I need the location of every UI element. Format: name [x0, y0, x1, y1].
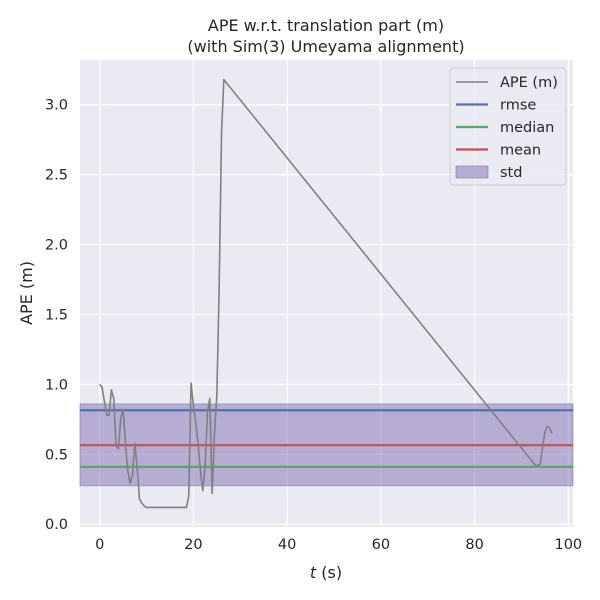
chart-title-line1: APE w.r.t. translation part (m) [208, 16, 444, 35]
y-tick-label: 3.0 [45, 98, 68, 114]
x-tick-label: 80 [465, 537, 483, 553]
x-tick-label: 0 [95, 537, 104, 553]
x-tick-labels: 0 20 40 60 80 100 [95, 537, 582, 553]
legend-frame [449, 67, 567, 186]
ape-line [99, 78, 553, 509]
legend-label: median [500, 120, 554, 136]
x-tick-label: 100 [554, 537, 582, 553]
legend-label: APE (m) [500, 75, 558, 91]
legend: APE (m) rmse median mean std [449, 67, 567, 186]
y-tick-label: 2.5 [45, 168, 68, 184]
legend-label: std [500, 165, 522, 181]
y-tick-labels: 0.0 0.5 1.0 1.5 2.0 2.5 3.0 [45, 98, 68, 533]
x-axis-label-italic: t [310, 563, 317, 582]
x-tick-label: 40 [278, 537, 296, 553]
y-axis-label: APE (m) [17, 261, 36, 325]
y-tick-label: 1.5 [45, 307, 68, 323]
legend-label: mean [500, 143, 541, 159]
legend-swatch [455, 165, 489, 179]
x-axis-label-rest: (s) [316, 563, 342, 582]
x-axis-label: t (s) [310, 563, 342, 582]
y-tick-label: 0.0 [45, 517, 68, 533]
x-tick-label: 60 [372, 537, 390, 553]
y-tick-label: 0.5 [45, 447, 68, 463]
chart-title-line2: (with Sim(3) Umeyama alignment) [187, 37, 464, 56]
x-tick-label: 20 [184, 537, 202, 553]
y-tick-label: 1.0 [45, 377, 68, 393]
y-tick-label: 2.0 [45, 238, 68, 254]
legend-label: rmse [500, 98, 536, 114]
ape-series [99, 78, 553, 509]
